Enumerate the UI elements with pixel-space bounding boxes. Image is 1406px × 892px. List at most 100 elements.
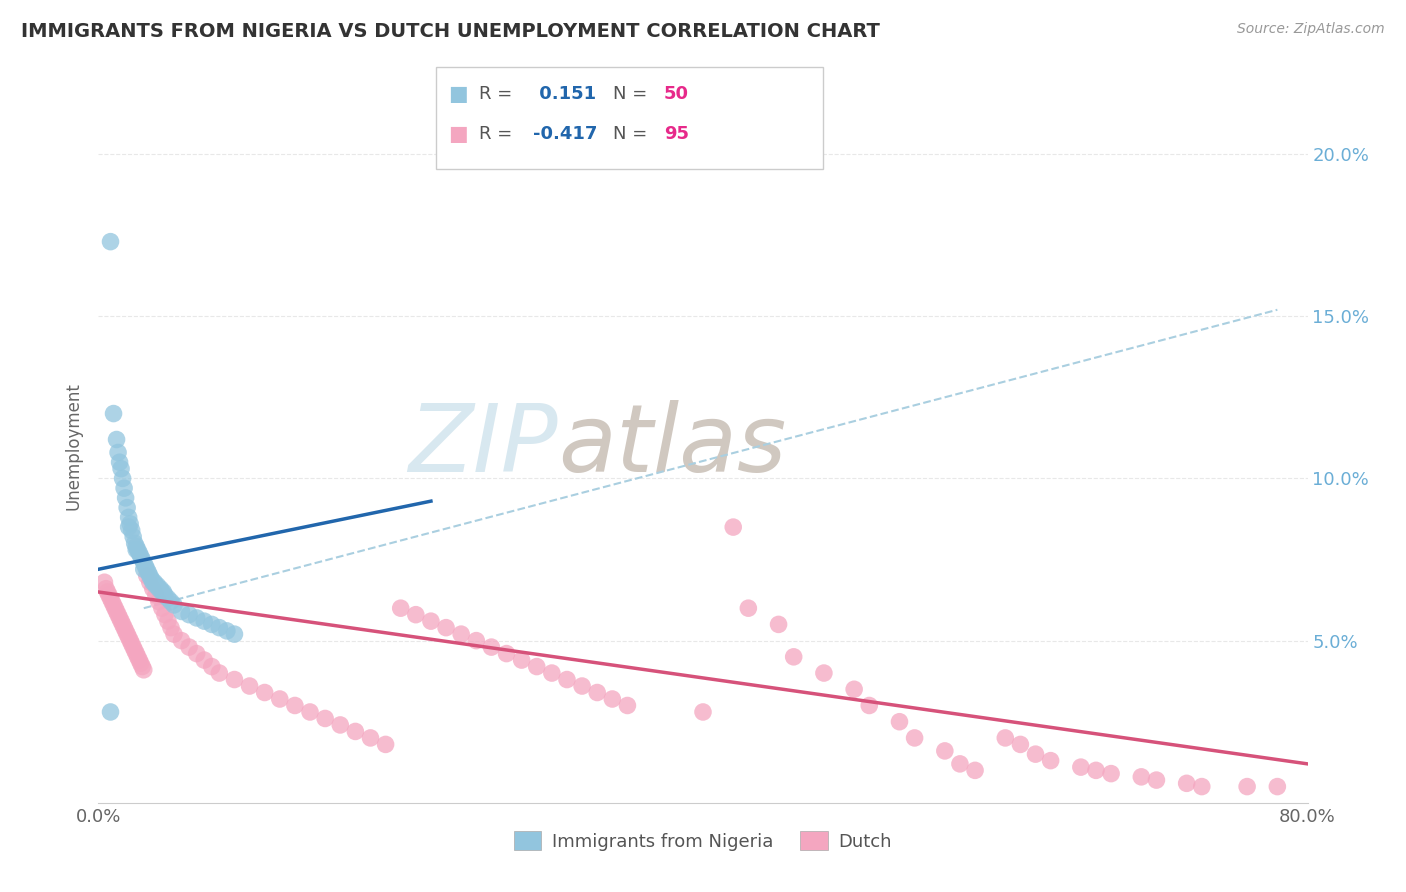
Point bbox=[179, 607, 201, 622]
Point bbox=[344, 724, 367, 739]
Point bbox=[193, 614, 215, 628]
Point bbox=[142, 575, 165, 590]
Text: R =: R = bbox=[479, 125, 519, 143]
Point bbox=[129, 657, 152, 671]
Point bbox=[100, 705, 122, 719]
Point bbox=[110, 614, 132, 628]
Point bbox=[136, 566, 159, 580]
Point bbox=[118, 520, 141, 534]
Point bbox=[105, 433, 128, 447]
Point bbox=[111, 471, 134, 485]
Point bbox=[465, 633, 488, 648]
Point bbox=[994, 731, 1017, 745]
Text: Source: ZipAtlas.com: Source: ZipAtlas.com bbox=[1237, 22, 1385, 37]
Point bbox=[131, 659, 153, 673]
Point bbox=[112, 621, 135, 635]
Point bbox=[107, 445, 129, 459]
Point bbox=[201, 617, 224, 632]
Point bbox=[616, 698, 638, 713]
Text: 0.151: 0.151 bbox=[533, 85, 596, 103]
Point bbox=[156, 591, 179, 606]
Legend: Immigrants from Nigeria, Dutch: Immigrants from Nigeria, Dutch bbox=[508, 824, 898, 858]
Point bbox=[737, 601, 759, 615]
Point bbox=[125, 647, 148, 661]
Point bbox=[103, 407, 125, 421]
Text: IMMIGRANTS FROM NIGERIA VS DUTCH UNEMPLOYMENT CORRELATION CHART: IMMIGRANTS FROM NIGERIA VS DUTCH UNEMPLO… bbox=[21, 22, 880, 41]
Point bbox=[122, 640, 145, 654]
Point bbox=[1236, 780, 1258, 794]
Point bbox=[100, 235, 122, 249]
Point bbox=[139, 575, 162, 590]
Point bbox=[128, 653, 150, 667]
Point bbox=[120, 633, 142, 648]
Text: 50: 50 bbox=[664, 85, 689, 103]
Point bbox=[723, 520, 745, 534]
Point bbox=[105, 604, 128, 618]
Point bbox=[193, 653, 215, 667]
Point bbox=[127, 649, 149, 664]
Point bbox=[1039, 754, 1062, 768]
Point bbox=[239, 679, 262, 693]
Point bbox=[135, 568, 157, 582]
Point bbox=[148, 582, 170, 596]
Point bbox=[139, 568, 162, 582]
Point bbox=[131, 552, 153, 566]
Point bbox=[98, 588, 121, 602]
Point bbox=[94, 582, 117, 596]
Point bbox=[118, 631, 141, 645]
Point bbox=[124, 536, 146, 550]
Point bbox=[1175, 776, 1198, 790]
Point bbox=[813, 666, 835, 681]
Point bbox=[1024, 747, 1046, 761]
Point bbox=[128, 546, 150, 560]
Point bbox=[114, 491, 136, 505]
Point bbox=[150, 585, 173, 599]
Point bbox=[1144, 773, 1167, 788]
Point bbox=[329, 718, 352, 732]
Point bbox=[314, 711, 336, 725]
Point bbox=[142, 582, 165, 596]
Point bbox=[160, 595, 183, 609]
Point bbox=[122, 530, 145, 544]
Point bbox=[121, 637, 143, 651]
Text: N =: N = bbox=[613, 85, 652, 103]
Point bbox=[132, 556, 155, 570]
Point bbox=[434, 621, 457, 635]
Text: ■: ■ bbox=[449, 84, 468, 103]
Point bbox=[904, 731, 927, 745]
Point bbox=[103, 598, 125, 612]
Point bbox=[132, 663, 155, 677]
Point bbox=[571, 679, 593, 693]
Point bbox=[125, 540, 148, 554]
Point bbox=[844, 682, 866, 697]
Point bbox=[156, 614, 179, 628]
Point bbox=[1070, 760, 1092, 774]
Point bbox=[540, 666, 562, 681]
Point bbox=[934, 744, 956, 758]
Point bbox=[1267, 780, 1289, 794]
Point bbox=[768, 617, 790, 632]
Point bbox=[153, 607, 176, 622]
Point bbox=[481, 640, 503, 654]
Point bbox=[510, 653, 533, 667]
Point bbox=[208, 666, 231, 681]
Point bbox=[120, 516, 142, 531]
Point bbox=[450, 627, 472, 641]
Point bbox=[96, 585, 118, 599]
Point bbox=[124, 643, 146, 657]
Point bbox=[104, 601, 127, 615]
Point bbox=[132, 562, 155, 576]
Point bbox=[153, 588, 176, 602]
Point bbox=[163, 627, 186, 641]
Point bbox=[269, 692, 291, 706]
Point bbox=[108, 611, 131, 625]
Point bbox=[150, 601, 173, 615]
Point bbox=[114, 624, 136, 638]
Point bbox=[783, 649, 806, 664]
Point bbox=[179, 640, 201, 654]
Point bbox=[495, 647, 517, 661]
Text: ■: ■ bbox=[449, 124, 468, 144]
Point bbox=[115, 500, 138, 515]
Point bbox=[145, 588, 167, 602]
Point bbox=[1085, 764, 1108, 778]
